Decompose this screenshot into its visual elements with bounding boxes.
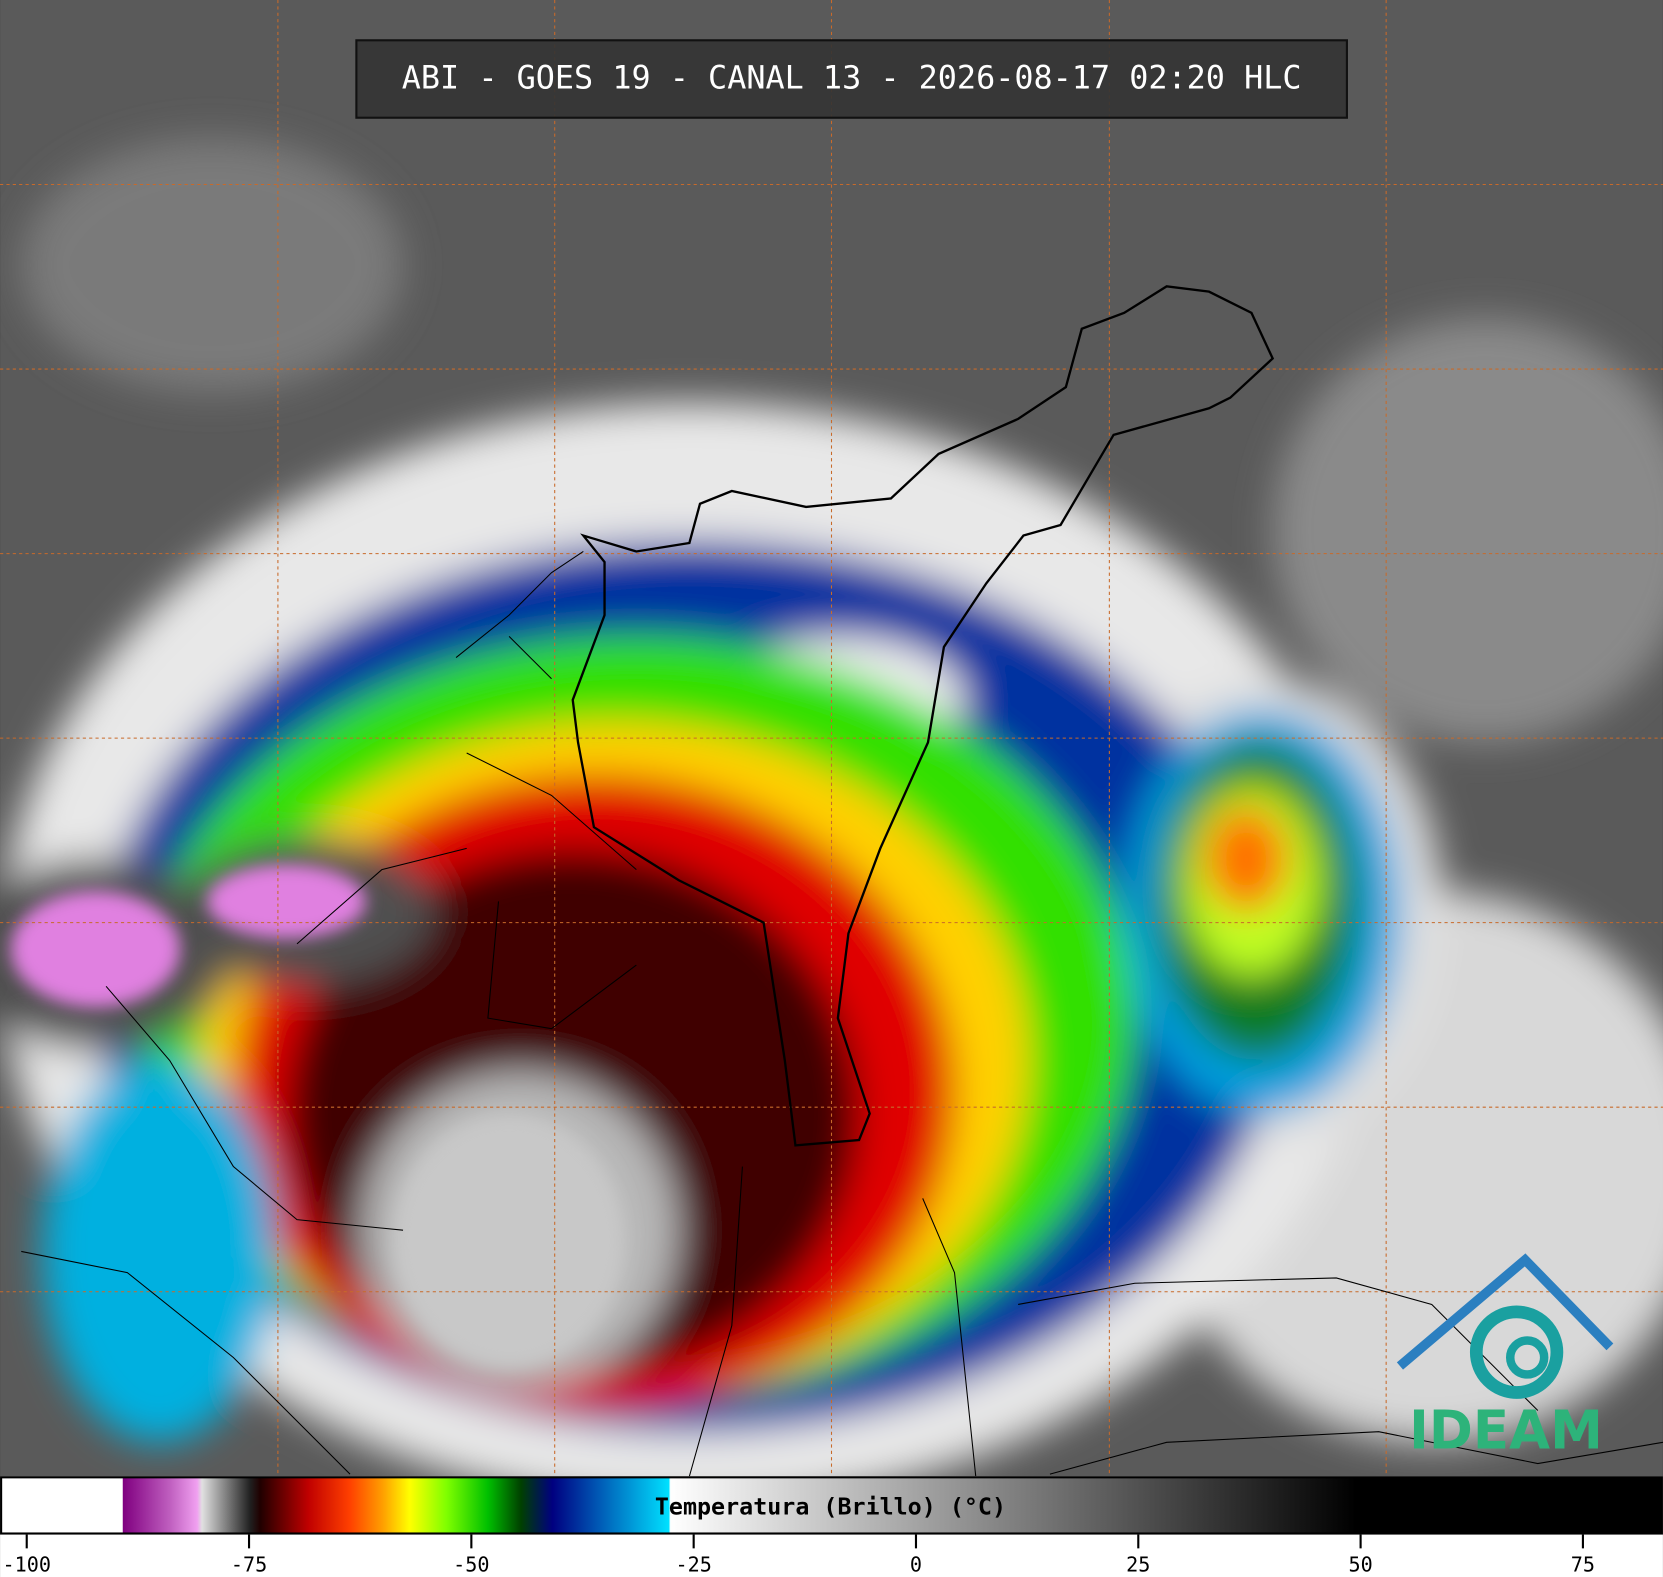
- tick-label: -25: [675, 1553, 711, 1577]
- logo-text: IDEAM: [1409, 1400, 1603, 1462]
- tick-label: 25: [1126, 1553, 1150, 1577]
- tick-label: 0: [910, 1553, 922, 1577]
- tick-label: 50: [1348, 1553, 1372, 1577]
- tick-label: -75: [231, 1553, 267, 1577]
- colorbar-label: Temperatura (Brillo) (°C): [655, 1493, 1006, 1521]
- title-box: ABI - GOES 19 - CANAL 13 - 2026-08-17 02…: [355, 39, 1348, 119]
- tick-label: -100: [2, 1553, 50, 1577]
- colorbar-ramp: [0, 1476, 1663, 1535]
- tick-label: -50: [453, 1553, 489, 1577]
- logo: IDEAM: [1396, 1253, 1614, 1462]
- satellite-image: [0, 0, 1663, 1506]
- title: ABI - GOES 19 - CANAL 13 - 2026-08-17 02…: [402, 59, 1302, 97]
- tick-label: 75: [1571, 1553, 1595, 1577]
- colorbar: Temperatura (Brillo) (°C) -100 -75 -50 -25 0…: [0, 1476, 1663, 1577]
